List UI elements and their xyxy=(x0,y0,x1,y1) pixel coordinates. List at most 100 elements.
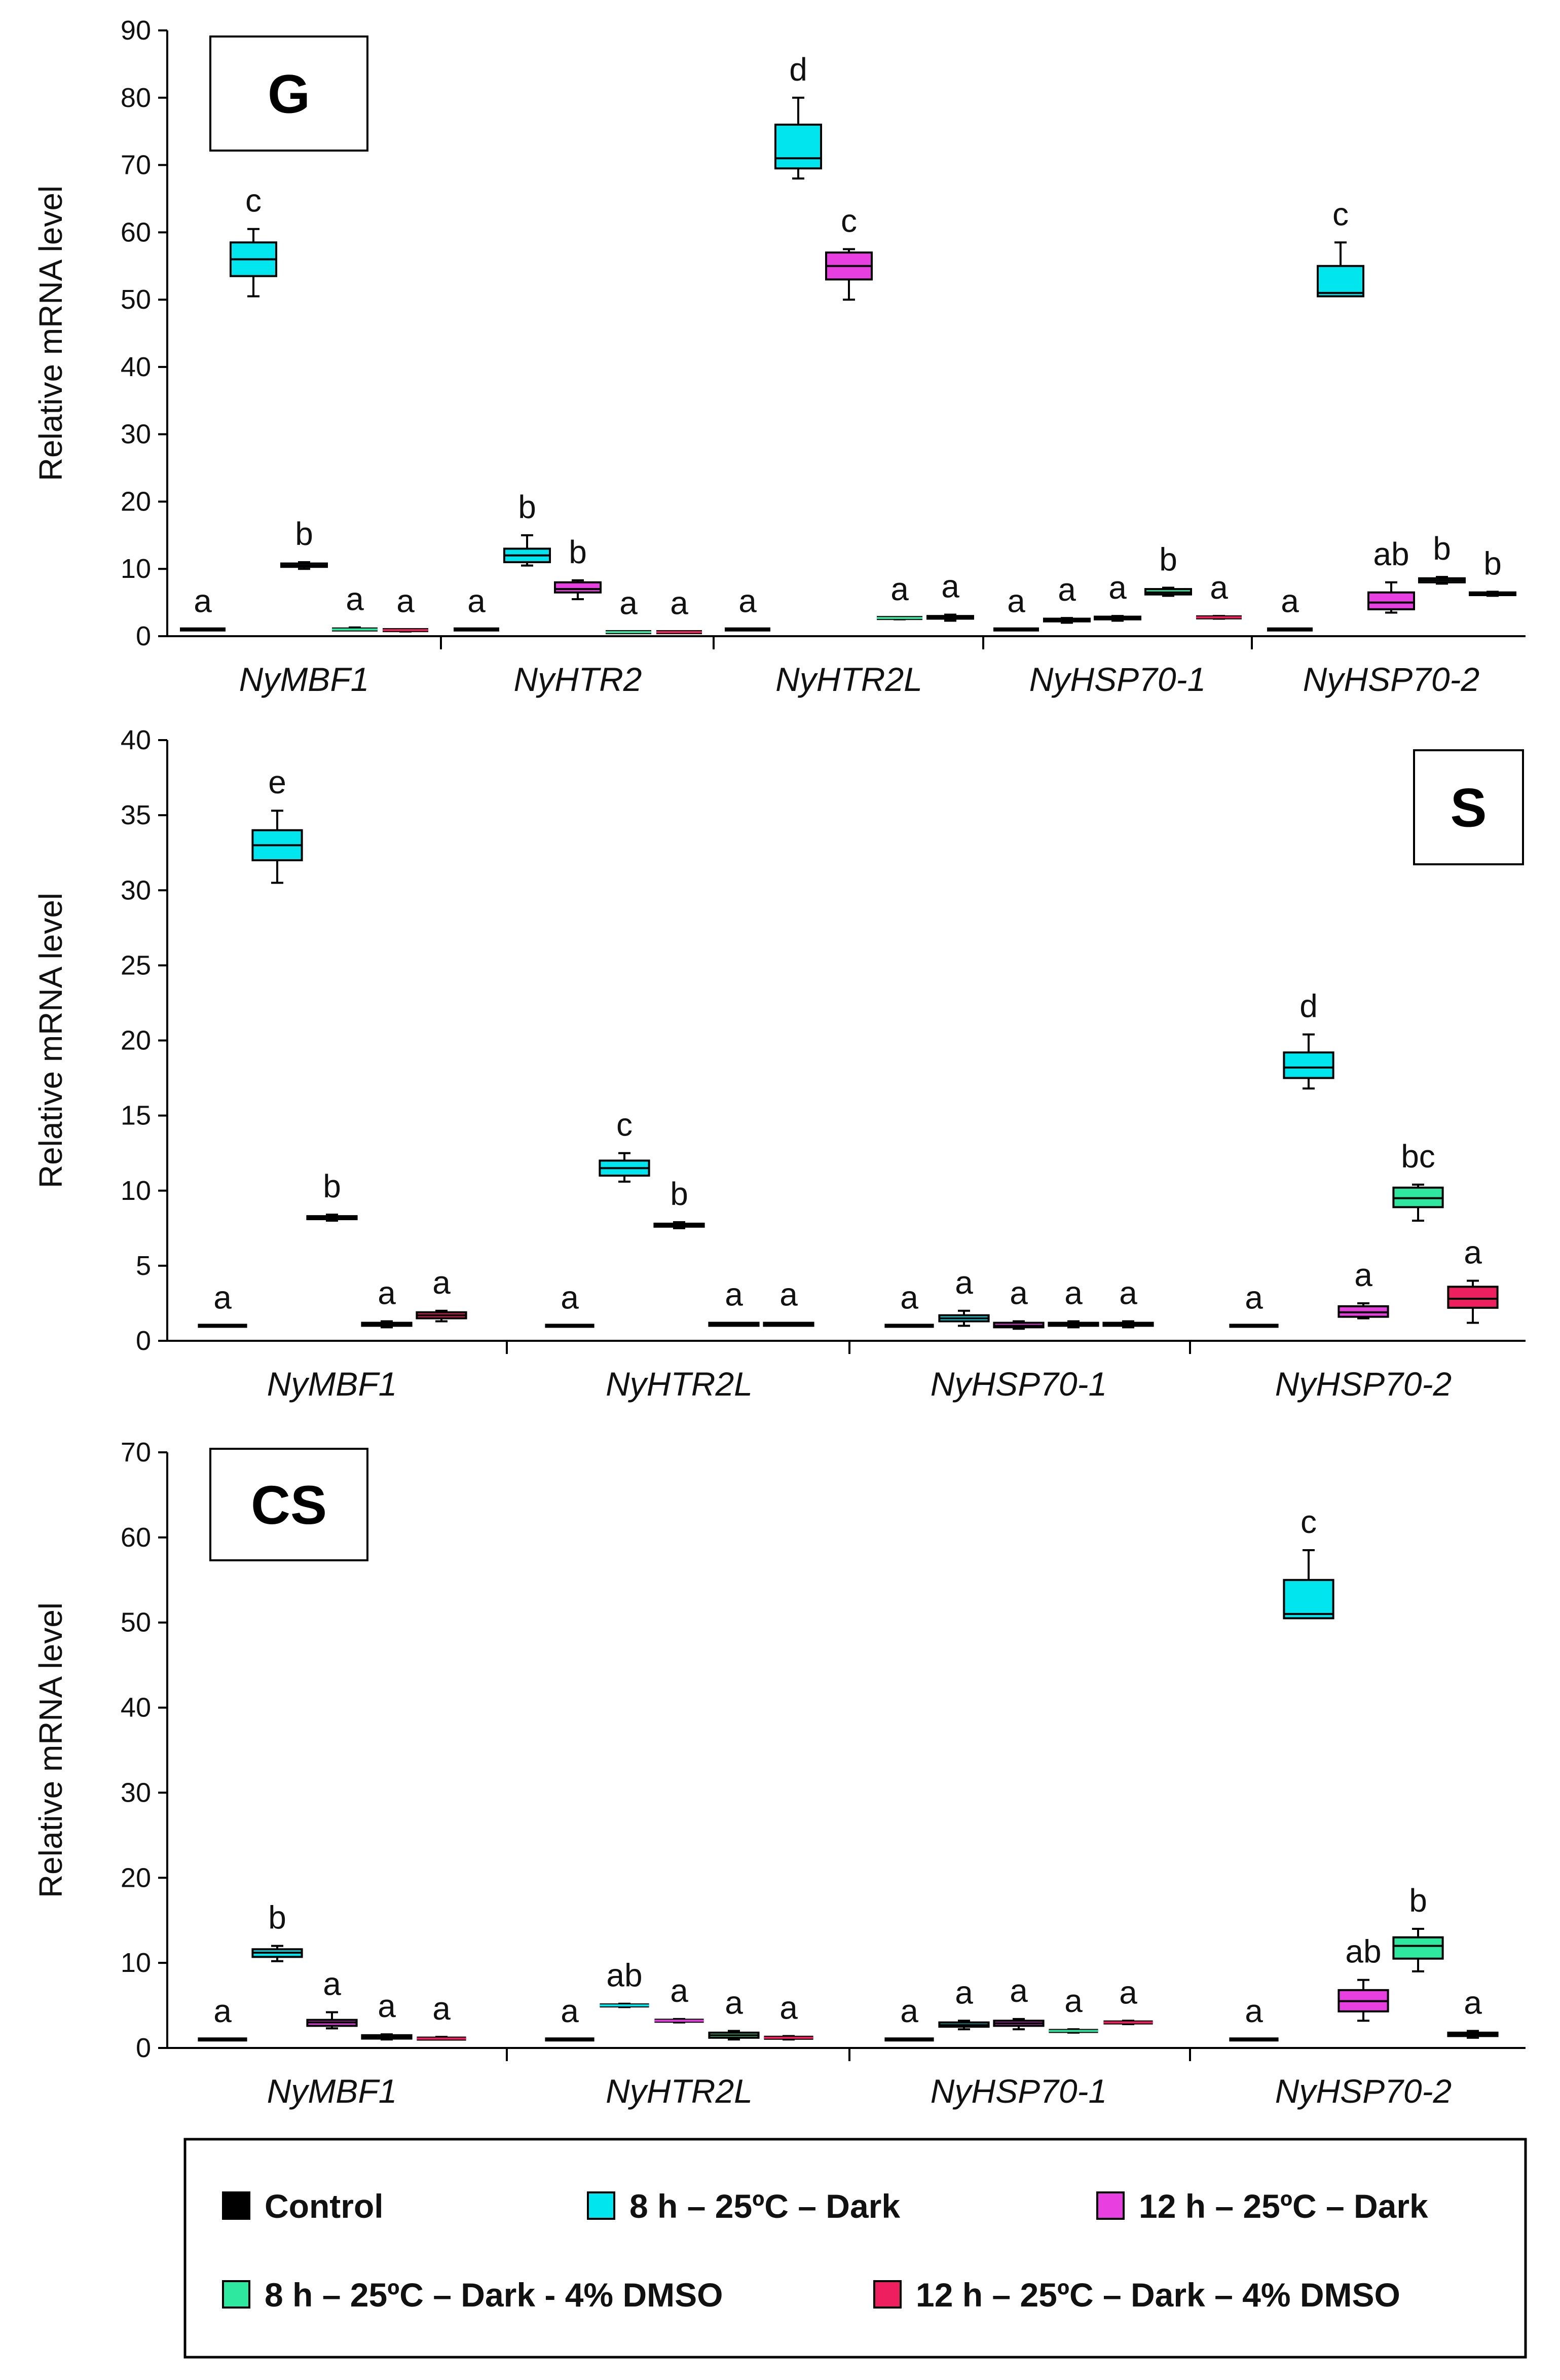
y-tick-label: 10 xyxy=(121,1948,151,1978)
significance-letter: b xyxy=(518,489,536,525)
box-body xyxy=(180,627,226,632)
y-tick-label: 10 xyxy=(121,554,151,584)
significance-letter: a xyxy=(779,1276,798,1312)
significance-letter: a xyxy=(346,581,364,617)
box-nyhsp70-2-h12_dark: a xyxy=(1338,1257,1389,1320)
box-nyhsp70-2-control: a xyxy=(1267,583,1313,632)
significance-letter: a xyxy=(1281,583,1299,619)
box-nymbf1-h12_dark: a xyxy=(306,1966,358,2030)
y-tick-label: 60 xyxy=(121,217,151,247)
y-tick-label: 0 xyxy=(136,2033,151,2063)
box-nyhsp70-1-h12_dark: a xyxy=(1094,569,1141,622)
box-body xyxy=(884,2037,934,2042)
box-body xyxy=(1229,1324,1279,1328)
y-tick-label: 80 xyxy=(121,83,151,113)
significance-letter: a xyxy=(396,583,415,619)
legend-label: 8 h – 25ºC – Dark - 4% DMSO xyxy=(265,2276,723,2314)
box-nyhtr2-h8_dark: b xyxy=(503,489,551,567)
significance-letter: a xyxy=(1064,1983,1083,2019)
significance-letter: b xyxy=(1409,1882,1427,1919)
x-category-label: NyHTR2L xyxy=(775,661,922,698)
box-nyhsp70-2-h8_dmso: b xyxy=(1392,1882,1444,1972)
significance-letter: a xyxy=(670,1972,688,2009)
box-nyhsp70-1-h12_dmso: a xyxy=(1196,569,1242,620)
box-body xyxy=(545,2037,595,2042)
significance-letter: c xyxy=(841,203,857,239)
box-body xyxy=(554,581,602,594)
panel-label: S xyxy=(1450,777,1487,838)
x-category-label: NyMBF1 xyxy=(267,2072,397,2110)
box-nymbf1-h8_dmso: a xyxy=(361,1274,413,1329)
box-fill xyxy=(877,617,922,619)
significance-letter: a xyxy=(378,1274,396,1311)
box-body xyxy=(1367,591,1415,610)
significance-letter: a xyxy=(1058,571,1076,608)
box-nyhsp70-1-h12_dmso: a xyxy=(1102,1274,1154,1329)
significance-letter: a xyxy=(900,1993,918,2029)
significance-letter: a xyxy=(890,571,909,607)
box-body xyxy=(1283,1051,1334,1079)
significance-letter: a xyxy=(323,1966,341,2002)
significance-letter: a xyxy=(213,1279,232,1315)
box-nyhsp70-1-h8_dark: a xyxy=(1043,571,1091,624)
box-body xyxy=(198,1324,247,1328)
significance-letter: a xyxy=(1007,583,1025,619)
panel-label-box: CS xyxy=(209,1448,368,1561)
y-tick-label: 20 xyxy=(121,1026,151,1056)
box-nyhtr2l-h8_dark: ab xyxy=(600,1957,649,2008)
significance-letter: a xyxy=(1464,1984,1482,2021)
box-fill xyxy=(654,2020,704,2022)
box-nymbf1-h8_dark: e xyxy=(251,764,303,884)
significance-letter: ab xyxy=(1373,536,1409,572)
box-nyhtr2l-h8_dark: d xyxy=(774,51,822,180)
legend-swatch xyxy=(222,2280,250,2309)
gene-group-nyhsp70-2: NyHSP70-2 a c abb a xyxy=(1229,1504,1499,2110)
significance-letter: a xyxy=(900,1279,918,1315)
box-nymbf1-h12_dmso: a xyxy=(416,1264,467,1323)
box-fill xyxy=(764,2036,813,2039)
significance-letter: a xyxy=(213,1993,232,2029)
significance-letter: ab xyxy=(1345,1933,1381,1970)
y-tick-label: 15 xyxy=(121,1101,151,1131)
significance-letter: a xyxy=(738,583,757,619)
legend-label: 8 h – 25ºC – Dark xyxy=(629,2187,900,2225)
significance-letter: a xyxy=(194,583,212,619)
y-tick-label: 40 xyxy=(121,725,151,755)
box-fill xyxy=(1196,616,1242,618)
significance-letter: a xyxy=(941,568,959,605)
box-nyhsp70-1-h8_dmso: a xyxy=(1048,1274,1099,1329)
significance-letter: a xyxy=(1210,569,1228,606)
panel-cs: 0 10 20 30 40 50 60 70 Relative mRNA level CS NyMB… xyxy=(32,1437,1526,2110)
significance-letter: a xyxy=(432,1990,451,2027)
box-body xyxy=(545,1324,595,1328)
box-nymbf1-h12_dmso: a xyxy=(417,1990,466,2041)
box-nyhsp70-1-h8_dmso: b xyxy=(1144,541,1192,597)
legend-label: 12 h – 25ºC – Dark xyxy=(1139,2187,1428,2225)
box-body xyxy=(1392,1936,1444,1960)
legend-item-h12_dark: 12 h – 25ºC – Dark xyxy=(1096,2187,1428,2225)
legend-swatch xyxy=(222,2191,250,2220)
box-nyhsp70-2-h8_dmso: bc xyxy=(1392,1138,1444,1222)
significance-letter: a xyxy=(670,585,688,621)
box-nymbf1-h8_dark: c xyxy=(230,182,277,298)
significance-letter: b xyxy=(569,534,587,570)
legend-item-h12_dmso: 12 h – 25ºC – Dark – 4% DMSO xyxy=(873,2276,1400,2314)
box-body xyxy=(725,627,770,632)
box-nymbf1-h12_dark: b xyxy=(280,516,328,570)
panel-label-box: S xyxy=(1413,749,1524,865)
y-tick-label: 50 xyxy=(121,284,151,315)
significance-letter: bc xyxy=(1401,1138,1435,1175)
legend-swatch xyxy=(1096,2191,1125,2220)
box-nyhsp70-2-h12_dark: ab xyxy=(1338,1933,1389,2022)
legend: Control 8 h – 25ºC – Dark 12 h – 25ºC – Da… xyxy=(183,2138,1527,2359)
box-body xyxy=(1283,1579,1334,1620)
x-category-label: NyHSP70-1 xyxy=(931,2072,1107,2110)
box-nyhtr2l-h12_dark: b xyxy=(653,1176,705,1229)
y-tick-label: 70 xyxy=(121,150,151,180)
